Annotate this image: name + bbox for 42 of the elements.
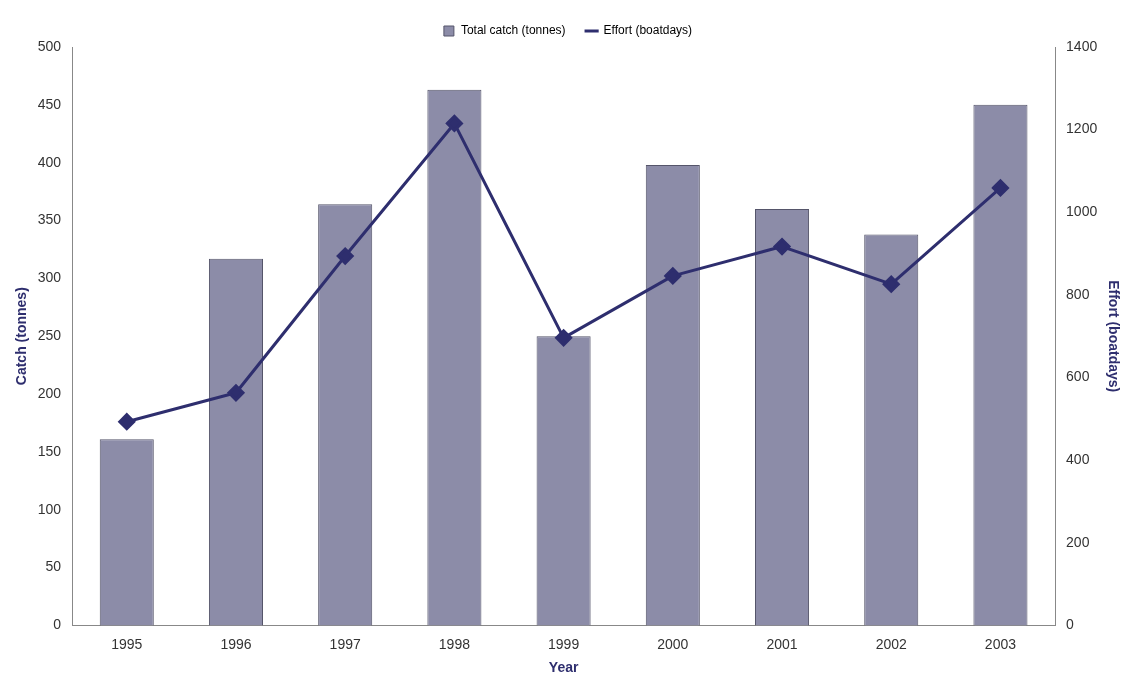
y2-tick-label: 1000 <box>1066 203 1098 220</box>
point <box>336 247 354 265</box>
y-tick-label: 200 <box>37 384 62 401</box>
x-tick-label: 1995 <box>111 635 143 652</box>
y-tick-label: 350 <box>37 211 62 228</box>
x-tick-label: 1997 <box>329 635 361 652</box>
y2-tick-label: 400 <box>1066 451 1090 467</box>
x-tick-label: 2003 <box>984 635 1017 652</box>
y-tick-label: 150 <box>37 442 62 459</box>
y-tick-label: 450 <box>37 95 62 112</box>
legend-label: Effort (boatdays) <box>603 23 693 38</box>
point <box>227 384 245 402</box>
legend-label: Total catch (tonnes) <box>460 23 566 38</box>
y2-tick-label: 200 <box>1066 533 1090 550</box>
point <box>664 267 682 285</box>
point <box>118 413 136 431</box>
x-tick-label: 1996 <box>220 635 252 652</box>
x-tick-label: 1998 <box>438 635 471 652</box>
point <box>555 329 573 347</box>
y2-axis-title: Effort (boatdays) <box>1105 280 1122 393</box>
y-axis-title: Catch (tonnes) <box>13 287 30 386</box>
x-tick-label: 1999 <box>548 635 580 652</box>
y2-tick-label: 1200 <box>1066 120 1098 137</box>
point <box>773 238 791 256</box>
point <box>991 179 1009 197</box>
y-tick-label: 0 <box>53 616 62 633</box>
x-tick-label: 2000 <box>657 635 689 652</box>
y2-tick-label: 600 <box>1066 368 1090 385</box>
y-tick-label: 400 <box>37 153 62 170</box>
point <box>882 275 900 293</box>
y2-tick-label: 800 <box>1066 285 1090 302</box>
y-tick-label: 300 <box>37 269 62 286</box>
y2-tick-label: 1400 <box>1066 37 1098 54</box>
y-tick-label: 50 <box>45 558 62 575</box>
y-tick-label: 500 <box>37 37 62 54</box>
y-tick-label: 250 <box>37 327 62 344</box>
y2-tick-label: 0 <box>1066 616 1075 633</box>
x-tick-label: 2001 <box>766 635 798 652</box>
y-tick-label: 100 <box>37 500 62 517</box>
x-tick-label: 2002 <box>875 635 908 652</box>
x-axis-title: Year <box>548 659 579 676</box>
point <box>445 114 463 132</box>
